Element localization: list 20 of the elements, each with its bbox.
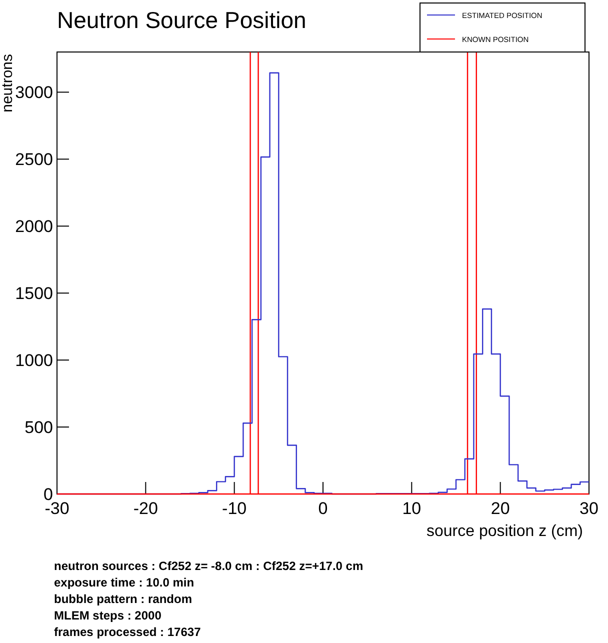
- text: bubble pattern : random: [54, 592, 192, 606]
- x-axis-title: source position z (cm): [426, 523, 583, 540]
- x-tick-label: 20: [490, 499, 510, 518]
- text: frames processed : 17637: [54, 625, 202, 639]
- x-tick-label: -10: [222, 499, 247, 518]
- text: neutron sources : Cf252 z= -8.0 cm : Cf252 z=+17.0 cm: [54, 559, 364, 573]
- y-tick-label: 1000: [15, 351, 53, 370]
- x-tick-label: 10: [402, 499, 422, 518]
- x-tick-label: -20: [133, 499, 158, 518]
- y-axis-title: neutrons: [0, 54, 16, 112]
- y-tick-label: 1500: [15, 284, 53, 304]
- y-tick-label: 500: [24, 418, 53, 438]
- x-tick-label: 30: [580, 499, 598, 518]
- y-tick-label: 2500: [15, 150, 53, 170]
- x-tick-label: 0: [318, 499, 328, 518]
- chart-title: Neutron Source Position: [57, 7, 306, 33]
- text: exposure time : 10.0 min: [54, 576, 194, 590]
- y-tick-label: 3000: [15, 83, 53, 102]
- text: MLEM steps : 2000: [54, 608, 162, 622]
- y-tick-label: 2000: [15, 217, 53, 236]
